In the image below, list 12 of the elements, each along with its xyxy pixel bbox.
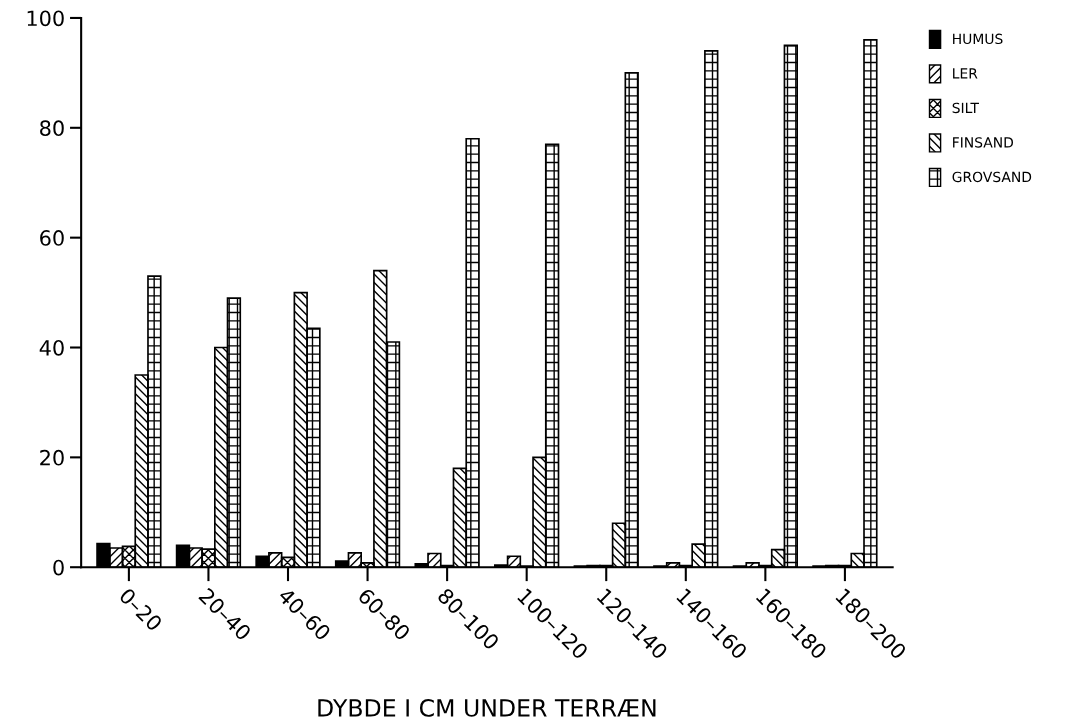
x-axis-title: DYBDE I CM UNDER TERRÆN (318, 698, 656, 717)
y-tick-label: 100 (27, 10, 64, 27)
legend-label: LER (953, 68, 978, 79)
legend-label: FINSAND (953, 137, 1014, 148)
legend-label: SILT (952, 102, 979, 114)
y-tick-label: 60 (40, 230, 64, 246)
y-tick-label: 20 (40, 449, 64, 466)
legend-label: GROVSAND (952, 171, 1032, 183)
y-tick-label: 80 (40, 120, 64, 137)
y-tick-label: 0 (53, 559, 64, 576)
legend-label: HUMUS (953, 33, 1003, 45)
y-tick-label: 40 (39, 339, 64, 356)
